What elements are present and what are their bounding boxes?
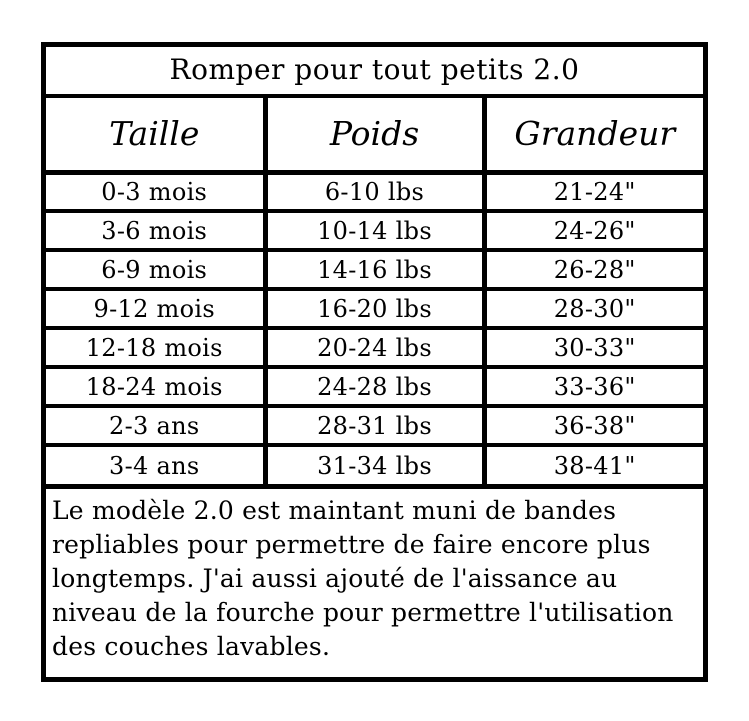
column-header-grandeur: Grandeur <box>481 98 703 175</box>
table-row: 3-6 mois 10-14 lbs 24-26" <box>46 209 703 250</box>
cell-taille: 6-9 mois <box>46 248 265 289</box>
cell-poids: 20-24 lbs <box>262 326 484 367</box>
table-row: 6-9 mois 14-16 lbs 26-28" <box>46 248 703 289</box>
table-row: 12-18 mois 20-24 lbs 30-33" <box>46 326 703 367</box>
column-header-poids: Poids <box>262 98 484 175</box>
cell-poids: 10-14 lbs <box>262 209 484 250</box>
cell-poids: 31-34 lbs <box>262 443 484 484</box>
cell-taille: 3-4 ans <box>46 443 265 484</box>
table-row: 9-12 mois 16-20 lbs 28-30" <box>46 287 703 328</box>
footer-note: Le modèle 2.0 est maintant muni de bande… <box>46 484 703 661</box>
chart-title: Romper pour tout petits 2.0 <box>46 47 703 98</box>
cell-grandeur: 33-36" <box>481 365 703 406</box>
cell-grandeur: 21-24" <box>481 170 703 211</box>
table-row: 18-24 mois 24-28 lbs 33-36" <box>46 365 703 406</box>
cell-grandeur: 38-41" <box>481 443 703 484</box>
cell-grandeur: 24-26" <box>481 209 703 250</box>
cell-grandeur: 30-33" <box>481 326 703 367</box>
cell-taille: 9-12 mois <box>46 287 265 328</box>
cell-poids: 16-20 lbs <box>262 287 484 328</box>
cell-taille: 18-24 mois <box>46 365 265 406</box>
cell-poids: 24-28 lbs <box>262 365 484 406</box>
cell-taille: 3-6 mois <box>46 209 265 250</box>
cell-grandeur: 26-28" <box>481 248 703 289</box>
cell-poids: 6-10 lbs <box>262 170 484 211</box>
cell-taille: 12-18 mois <box>46 326 265 367</box>
table-row: 3-4 ans 31-34 lbs 38-41" <box>46 443 703 484</box>
table-row: 2-3 ans 28-31 lbs 36-38" <box>46 404 703 445</box>
size-table-header: Taille Poids Grandeur <box>46 98 703 175</box>
cell-taille: 0-3 mois <box>46 170 265 211</box>
header-row: Taille Poids Grandeur <box>46 98 703 175</box>
size-chart: Romper pour tout petits 2.0 Taille Poids… <box>41 42 708 682</box>
cell-grandeur: 28-30" <box>481 287 703 328</box>
cell-poids: 28-31 lbs <box>262 404 484 445</box>
table-row: 0-3 mois 6-10 lbs 21-24" <box>46 170 703 211</box>
cell-poids: 14-16 lbs <box>262 248 484 289</box>
cell-taille: 2-3 ans <box>46 404 265 445</box>
column-header-taille: Taille <box>46 98 265 175</box>
size-table-body: 0-3 mois 6-10 lbs 21-24" 3-6 mois 10-14 … <box>46 170 703 484</box>
cell-grandeur: 36-38" <box>481 404 703 445</box>
size-table: Taille Poids Grandeur 0-3 mois 6-10 lbs … <box>46 98 703 484</box>
